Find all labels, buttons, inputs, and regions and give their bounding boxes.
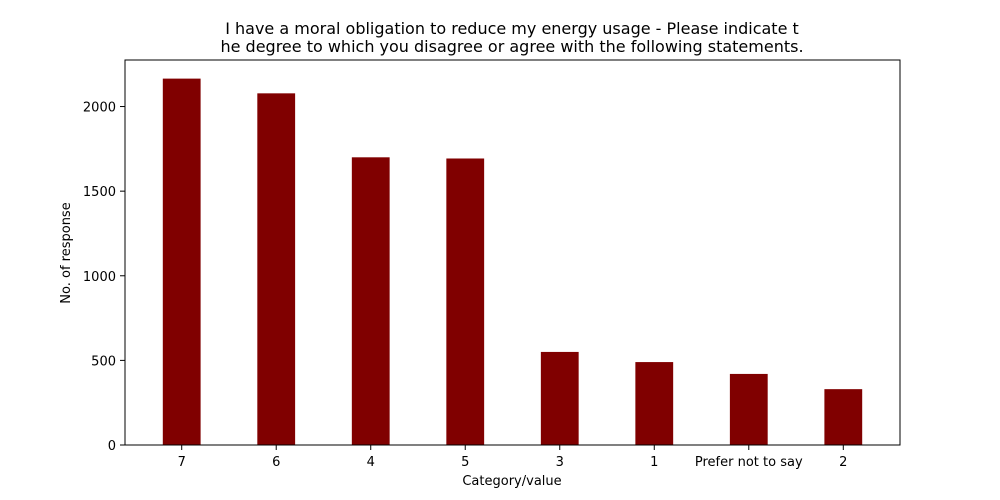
x-tick-label: 4 (367, 455, 375, 470)
x-tick-label: 3 (556, 455, 564, 470)
bars-group (162, 78, 863, 446)
bar-3 (540, 351, 579, 445)
bar-7 (162, 78, 201, 445)
x-tick-label: 5 (461, 455, 469, 470)
plot-frame (124, 59, 901, 446)
x-tick-label: 6 (272, 455, 280, 470)
y-axis-label: No. of response (59, 202, 74, 303)
y-tick-label: 1000 (83, 270, 116, 285)
x-tick-label: Prefer not to say (695, 455, 803, 470)
y-axis: 0 500 1000 1500 2000 (83, 101, 125, 454)
x-axis-label: Category/value (462, 474, 561, 489)
bar-2 (824, 389, 863, 445)
bar-1 (635, 362, 674, 445)
x-axis: 7 6 4 5 3 1 Prefer not to say 2 (178, 445, 847, 470)
bar-6 (257, 93, 296, 445)
chart-title-line-2: he degree to which you disagree or agree… (220, 37, 803, 56)
x-tick-label: 2 (839, 455, 847, 470)
bar-prefer-not-to-say (729, 373, 768, 445)
bar-4 (351, 157, 390, 446)
bar-5 (446, 158, 485, 445)
y-tick-label: 1500 (83, 185, 116, 200)
chart-title-line-1: I have a moral obligation to reduce my e… (225, 19, 799, 38)
y-tick-label: 0 (108, 439, 116, 454)
x-tick-label: 1 (650, 455, 658, 470)
x-tick-label: 7 (178, 455, 186, 470)
y-tick-label: 500 (91, 354, 116, 369)
y-tick-label: 2000 (83, 101, 116, 116)
